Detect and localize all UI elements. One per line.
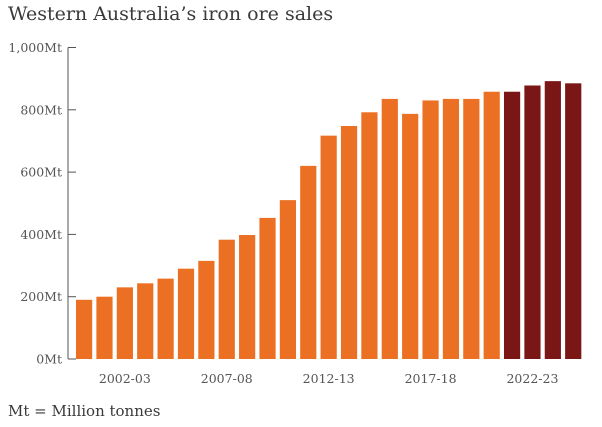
bar (177, 268, 195, 359)
bar (218, 239, 235, 359)
bar (116, 287, 133, 359)
bar (300, 165, 317, 359)
bar (137, 283, 154, 359)
forecast-bar (524, 85, 541, 359)
bar (259, 217, 276, 359)
x-tick-label: 2002-03 (99, 371, 151, 386)
bar (442, 98, 460, 360)
x-tick-label: 2012-13 (303, 371, 355, 386)
bar (361, 112, 378, 359)
y-tick-label: 200Mt (20, 289, 62, 304)
y-tick-label: 400Mt (20, 227, 62, 242)
bar (198, 260, 215, 359)
bar (422, 100, 439, 359)
x-tick-label: 2007-08 (201, 371, 253, 386)
forecast-bar (565, 83, 582, 359)
x-axis: 2002-03 2007-08 2012-13 2017-18 2022-23 (99, 371, 559, 386)
bar (279, 200, 296, 359)
bar (463, 98, 480, 360)
chart-title: Western Australia’s iron ore sales (8, 3, 334, 25)
x-tick-label: 2022-23 (506, 371, 558, 386)
bar (239, 235, 256, 359)
y-tick-label: 800Mt (20, 102, 62, 117)
x-tick-label: 2017-18 (405, 371, 457, 386)
bar (483, 91, 500, 359)
bar (402, 113, 419, 359)
units-footnote: Mt = Million tonnes (8, 402, 161, 420)
bar (381, 98, 398, 360)
bar (340, 126, 358, 359)
bar (96, 296, 113, 359)
forecast-bar (544, 81, 561, 359)
bar (76, 299, 93, 359)
bar (320, 135, 337, 359)
bars-group (76, 81, 582, 360)
forecast-bar (503, 91, 521, 359)
bar (157, 278, 174, 359)
y-axis: 0Mt 200Mt 400Mt 600Mt 800Mt 1,000Mt (8, 40, 76, 367)
y-tick-label: 600Mt (20, 165, 62, 180)
y-tick-label: 0Mt (36, 352, 62, 367)
y-tick-label: 1,000Mt (8, 40, 62, 55)
